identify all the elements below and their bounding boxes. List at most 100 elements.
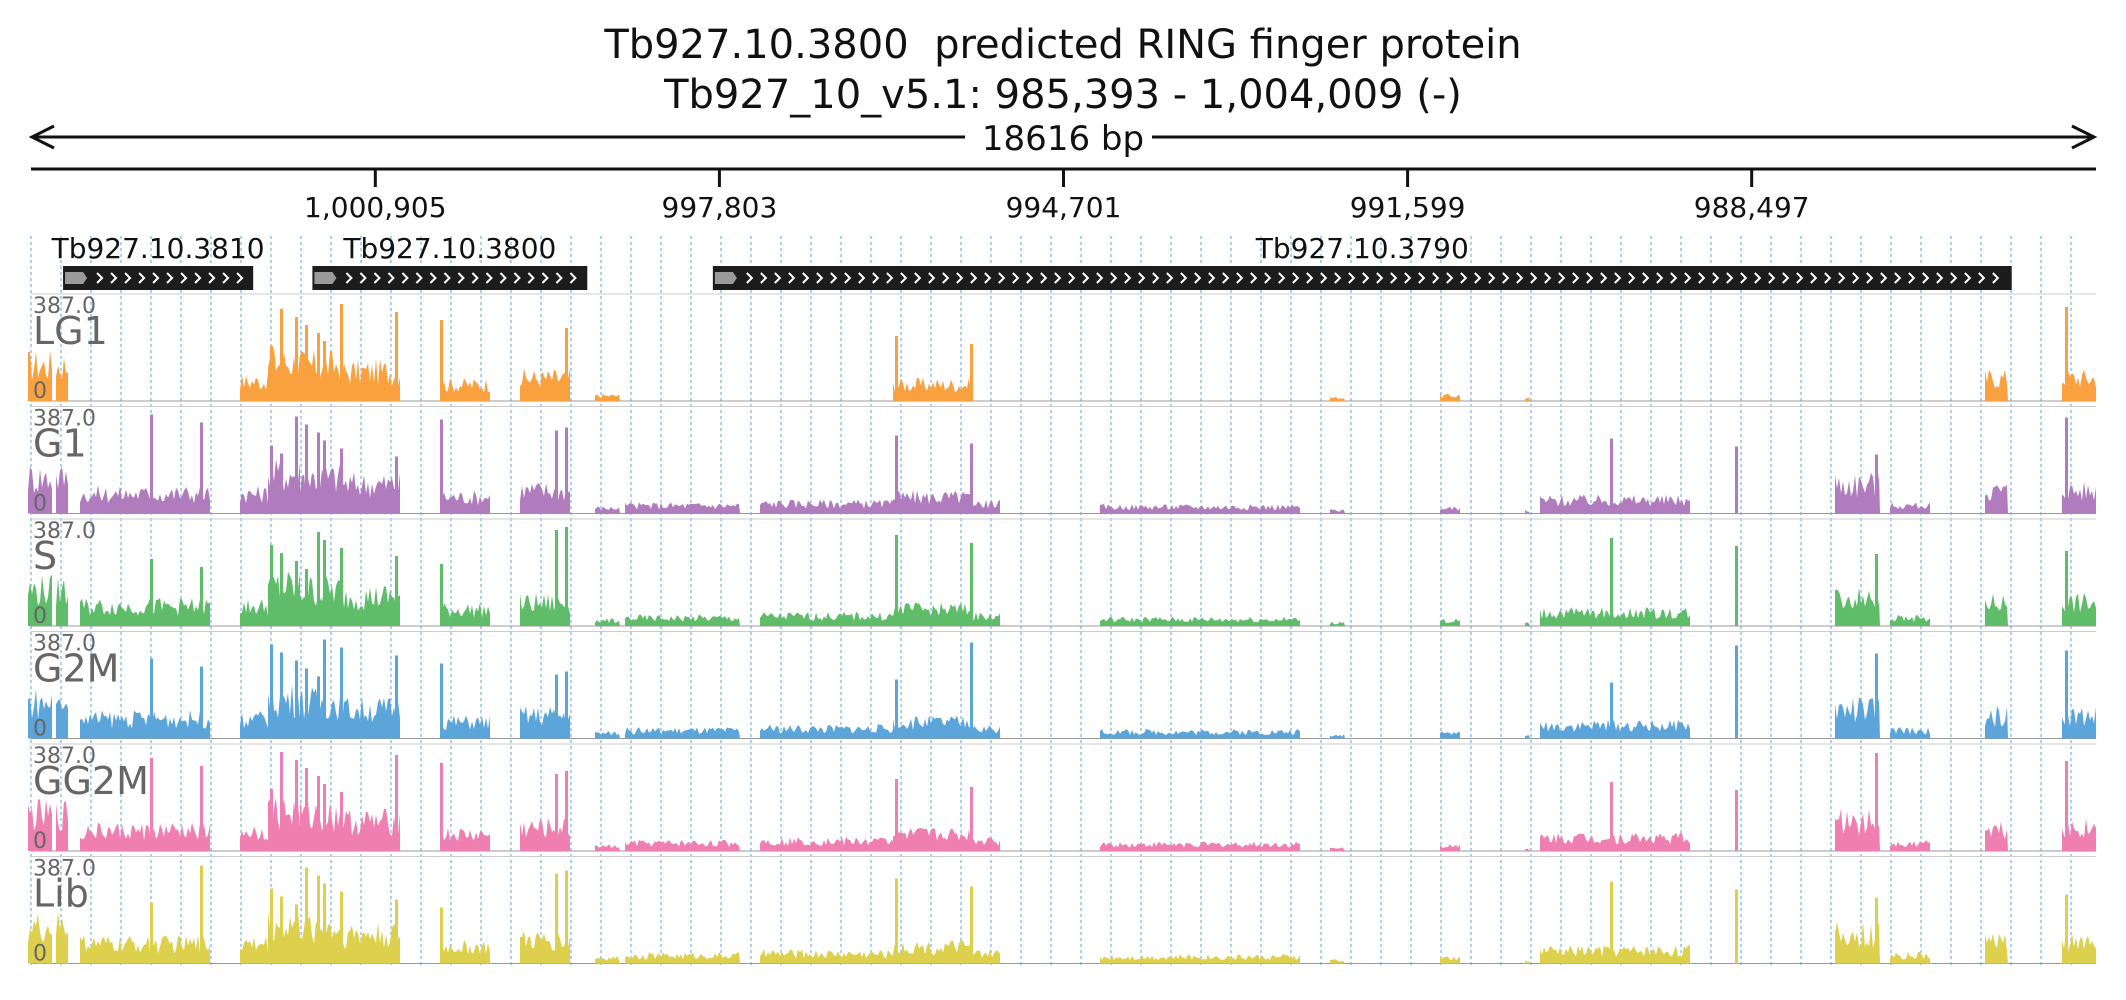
coverage-spike bbox=[970, 642, 973, 739]
strand-chevron-icon bbox=[872, 272, 880, 284]
gene-model[interactable]: Tb927.10.3810 bbox=[51, 232, 265, 290]
strand-chevron-icon bbox=[236, 272, 244, 284]
coverage-spike bbox=[395, 556, 398, 626]
track-max-label: 387.0 bbox=[33, 519, 96, 544]
coverage-spike bbox=[305, 867, 308, 964]
coverage-area bbox=[1890, 727, 1930, 739]
gene-label: Tb927.10.3790 bbox=[1255, 232, 1469, 265]
strand-chevron-icon bbox=[166, 272, 174, 284]
coverage-area bbox=[340, 808, 400, 851]
coverage-spike bbox=[280, 752, 283, 851]
strand-chevron-icon bbox=[1754, 272, 1762, 284]
strand-chevron-icon bbox=[1516, 272, 1524, 284]
coverage-area bbox=[520, 705, 570, 739]
coverage-area bbox=[56, 466, 68, 514]
coverage-spike bbox=[340, 448, 343, 514]
strand-chevron-icon bbox=[138, 272, 146, 284]
strand-chevron-icon bbox=[569, 272, 577, 284]
strand-chevron-icon bbox=[1460, 272, 1468, 284]
strand-chevron-icon bbox=[816, 272, 824, 284]
strand-chevron-icon bbox=[1306, 272, 1314, 284]
coverage-area bbox=[1440, 731, 1460, 739]
strand-chevron-icon bbox=[858, 272, 866, 284]
coverage-area bbox=[1525, 397, 1530, 401]
coverage-area bbox=[520, 930, 570, 964]
coverage-area bbox=[1890, 614, 1930, 626]
coverage-spike bbox=[200, 865, 203, 964]
coverage-area bbox=[1440, 844, 1460, 851]
coverage-area bbox=[28, 350, 52, 401]
coverage-spike bbox=[395, 755, 398, 851]
gene-model[interactable]: Tb927.10.3800 bbox=[312, 232, 588, 290]
strand-chevron-icon bbox=[1698, 272, 1706, 284]
coverage-area bbox=[2062, 930, 2096, 964]
coverage-area bbox=[268, 347, 300, 401]
strand-chevron-icon bbox=[1950, 272, 1958, 284]
strand-chevron-icon bbox=[1740, 272, 1748, 284]
coverage-area bbox=[268, 797, 300, 851]
strand-chevron-icon bbox=[746, 272, 754, 284]
gene-body[interactable] bbox=[712, 266, 2012, 290]
track-name-label: LG1 bbox=[33, 309, 108, 353]
coverage-area bbox=[440, 377, 490, 401]
coverage-spike bbox=[280, 896, 283, 964]
track-name-label: G1 bbox=[33, 422, 87, 466]
coverage-spike bbox=[555, 774, 558, 851]
coverage-area bbox=[268, 911, 300, 964]
strand-chevron-icon bbox=[541, 272, 549, 284]
coverage-spike bbox=[305, 325, 308, 401]
track-name-label: GG2M bbox=[33, 759, 149, 803]
strand-chevron-icon bbox=[956, 272, 964, 284]
coverage-area bbox=[760, 724, 1000, 739]
strand-chevron-icon bbox=[1292, 272, 1300, 284]
coverage-spike bbox=[295, 317, 298, 401]
track-name-label: G2M bbox=[33, 647, 119, 691]
coverage-area bbox=[1525, 960, 1530, 964]
coverage-area bbox=[56, 699, 68, 739]
coverage-area bbox=[1440, 506, 1460, 514]
coverage-area bbox=[56, 577, 68, 626]
coverage-area bbox=[1440, 393, 1460, 401]
coverage-area bbox=[595, 618, 620, 626]
coverage-area bbox=[1540, 607, 1690, 626]
coverage-area bbox=[28, 689, 52, 739]
strand-chevron-icon bbox=[194, 272, 202, 284]
coverage-spike bbox=[440, 907, 443, 964]
strand-chevron-icon bbox=[1250, 272, 1258, 284]
strand-chevron-icon bbox=[1796, 272, 1804, 284]
strand-chevron-icon bbox=[1656, 272, 1664, 284]
coverage-spike bbox=[280, 652, 283, 739]
ruler-ticks: 1,000,905 997,803 994,701 991,599 988,497 bbox=[304, 169, 1810, 224]
strand-chevron-icon bbox=[1390, 272, 1398, 284]
gene-model[interactable]: Tb927.10.3790 bbox=[712, 232, 2012, 290]
coverage-spike bbox=[1735, 889, 1738, 964]
strand-chevron-icon bbox=[1586, 272, 1594, 284]
coverage-spike bbox=[895, 435, 898, 514]
coverage-area bbox=[80, 485, 210, 514]
coverage-spike bbox=[1610, 438, 1613, 514]
strand-chevron-icon bbox=[1180, 272, 1188, 284]
coverage-spike bbox=[895, 336, 898, 401]
coverage-spike bbox=[295, 416, 298, 514]
arrow-right-icon bbox=[2071, 124, 2098, 150]
ruler-tick-label: 988,497 bbox=[1694, 191, 1810, 224]
coverage-spike bbox=[555, 674, 558, 739]
strand-chevron-icon bbox=[110, 272, 118, 284]
coverage-area bbox=[1525, 848, 1530, 851]
coverage-area bbox=[80, 935, 210, 964]
coverage-spike bbox=[317, 676, 320, 739]
coverage-spike bbox=[305, 768, 308, 851]
strand-chevron-icon bbox=[1110, 272, 1118, 284]
track-min-label: 0 bbox=[33, 604, 47, 629]
coverage-spike bbox=[565, 427, 568, 514]
strand-chevron-icon bbox=[1642, 272, 1650, 284]
coverage-area bbox=[268, 571, 300, 626]
coverage-area bbox=[625, 502, 740, 514]
strand-chevron-icon bbox=[844, 272, 852, 284]
coverage-spike bbox=[440, 564, 443, 626]
coverage-area bbox=[240, 599, 268, 626]
coverage-area bbox=[240, 711, 268, 739]
